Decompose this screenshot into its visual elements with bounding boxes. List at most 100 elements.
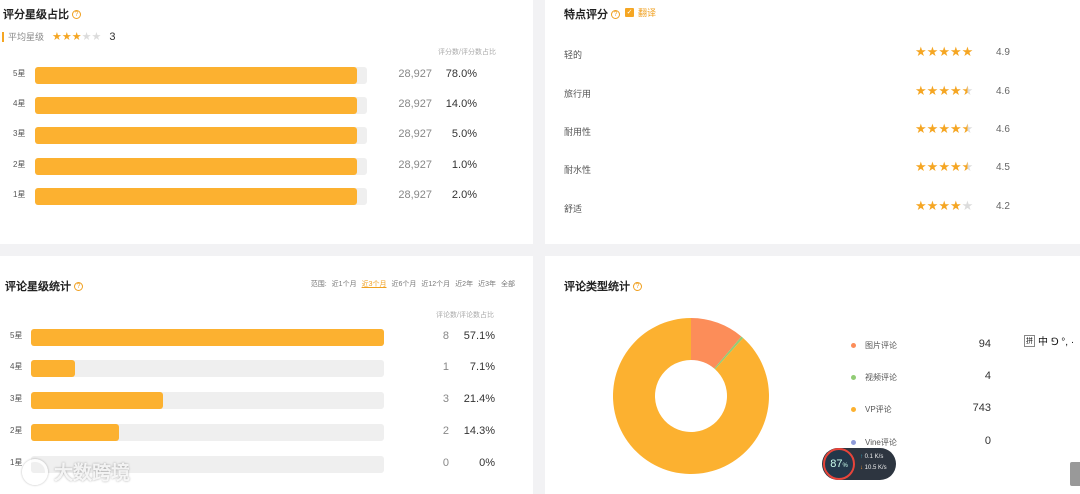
legend-dot-icon xyxy=(851,440,856,445)
rating-percent: 5.0% xyxy=(451,128,477,140)
feature-stars: ★★★★★ xyxy=(915,44,973,60)
accent-marker xyxy=(2,31,4,42)
feature-row: 轻的 ★★★★★ 4.9 xyxy=(545,44,1080,64)
legend-name: Vine评论 xyxy=(865,438,897,447)
star-empty-icon: ★ xyxy=(91,31,102,43)
rating-bar-fill xyxy=(35,97,358,114)
feature-stars: ★★★★★ xyxy=(915,198,973,214)
feature-name: 旅行用 xyxy=(564,89,592,99)
star-empty-icon: ★ xyxy=(81,31,92,43)
speed-ring: 87% xyxy=(823,448,855,480)
help-icon[interactable]: ? xyxy=(72,10,81,19)
rating-bar-track xyxy=(35,127,367,144)
range-option[interactable]: 全部 xyxy=(501,281,515,288)
legend-item[interactable]: VP评论 743 xyxy=(851,402,991,417)
rating-count: 28,927 xyxy=(398,128,432,140)
feature-score: 4.5 xyxy=(996,162,1010,173)
star-filled-icon: ★ xyxy=(949,44,962,59)
feature-score: 4.6 xyxy=(996,124,1010,135)
average-rating: 平均星级 ★★★★★ 3 xyxy=(2,30,116,43)
star-filled-icon: ★ xyxy=(961,44,974,59)
legend-value: 94 xyxy=(978,338,991,350)
star-filled-icon: ★ xyxy=(938,121,950,136)
review-count: 2 xyxy=(442,425,449,437)
review-count: 0 xyxy=(442,457,449,469)
average-rating-label: 平均星级 xyxy=(8,32,45,42)
range-option[interactable]: 近3年 xyxy=(478,281,496,288)
speed-unit: % xyxy=(842,463,848,469)
rating-bar-fill xyxy=(35,127,358,144)
review-bar-track xyxy=(31,424,384,441)
legend-dot-icon xyxy=(851,343,856,348)
network-speed-widget[interactable]: 87% ↑ 0.1 K/s ↓ 10.5 K/s xyxy=(822,448,896,480)
range-option[interactable]: 近6个月 xyxy=(391,281,417,288)
review-bar-track xyxy=(31,392,384,409)
review-row: 2星 2 14.3% xyxy=(0,422,533,442)
upload-speed: ↑ 0.1 K/s xyxy=(860,454,884,460)
star-filled-icon: ★ xyxy=(61,31,72,43)
range-option[interactable]: 近1个月 xyxy=(331,281,357,288)
feature-row: 旅行用 ★★★★★ 4.6 xyxy=(545,83,1080,103)
star-filled-icon: ★ xyxy=(915,198,927,213)
review-type-title: 评论类型统计? xyxy=(564,278,642,294)
star-level-label: 4星 xyxy=(10,362,23,371)
ime-mode-box: 拼 xyxy=(1024,334,1035,347)
range-option[interactable]: 近2年 xyxy=(455,281,474,288)
feature-name: 舒适 xyxy=(564,204,583,214)
rating-row: 5星 28,927 78.0% xyxy=(0,65,533,85)
average-stars: ★★★★★ xyxy=(52,30,101,43)
rating-row: 4星 28,927 14.0% xyxy=(0,95,533,115)
star-filled-icon: ★ xyxy=(938,44,950,59)
legend-name: 视频评论 xyxy=(865,373,897,382)
translate-checkbox[interactable]: ✓ 翻译 xyxy=(625,6,656,19)
help-icon[interactable]: ? xyxy=(633,282,642,291)
star-filled-icon: ★ xyxy=(938,83,950,98)
legend-item[interactable]: Vine评论 0 xyxy=(851,435,991,450)
rating-bar-fill xyxy=(35,188,358,205)
column-header: 评分数/评分数占比 xyxy=(438,49,496,56)
ime-text: 中 ⅁ °, · xyxy=(1038,337,1075,348)
review-count: 1 xyxy=(442,361,449,373)
rating-count: 28,927 xyxy=(398,68,432,80)
help-icon[interactable]: ? xyxy=(74,282,83,291)
review-row: 3星 3 21.4% xyxy=(0,390,533,410)
help-icon[interactable]: ? xyxy=(611,10,620,19)
feature-row: 耐水性 ★★★★★ 4.5 xyxy=(545,159,1080,179)
checkmark-icon: ✓ xyxy=(625,8,634,17)
star-level-label: 5星 xyxy=(13,69,26,78)
review-count: 3 xyxy=(442,393,449,405)
rating-distribution-panel: 评分星级占比? 平均星级 ★★★★★ 3 评分数/评分数占比 5星 28,927… xyxy=(0,0,533,244)
legend-name: 图片评论 xyxy=(865,341,897,350)
rating-percent: 1.0% xyxy=(451,159,477,171)
feature-stars: ★★★★★ xyxy=(915,121,973,137)
rating-row: 1星 28,927 2.0% xyxy=(0,186,533,206)
review-stats-title: 评论星级统计? xyxy=(5,278,83,294)
range-option[interactable]: 近3个月 xyxy=(361,281,387,288)
donut-slice-0[interactable] xyxy=(691,318,742,369)
star-filled-icon: ★ xyxy=(926,121,939,136)
range-option[interactable]: 近12个月 xyxy=(421,281,451,288)
rating-panel-title: 评分星级占比? xyxy=(3,6,81,22)
ime-toolbar[interactable]: 拼 中 ⅁ °, · xyxy=(1024,333,1074,348)
upload-arrow-icon: ↑ xyxy=(860,454,863,460)
legend-dot-icon xyxy=(851,407,856,412)
legend-item[interactable]: 图片评论 94 xyxy=(851,338,991,353)
review-percent: 57.1% xyxy=(463,330,495,342)
feature-name: 耐水性 xyxy=(564,165,592,175)
side-scroll-button[interactable] xyxy=(1070,462,1080,486)
feature-name: 耐用性 xyxy=(564,127,592,137)
translate-label: 翻译 xyxy=(638,8,657,18)
feature-stars: ★★★★★ xyxy=(915,83,973,99)
donut-slice-1[interactable] xyxy=(714,336,744,370)
download-arrow-icon: ↓ xyxy=(860,465,863,471)
legend-item[interactable]: 视频评论 4 xyxy=(851,370,991,385)
donut-slice-2[interactable] xyxy=(613,318,769,474)
star-half-icon: ★ xyxy=(961,83,974,98)
review-bar-track xyxy=(31,360,384,377)
star-level-label: 2星 xyxy=(10,426,23,435)
review-row: 1星 0 0% xyxy=(0,454,533,474)
review-percent: 14.3% xyxy=(463,425,495,437)
review-bar-track xyxy=(31,456,384,473)
star-filled-icon: ★ xyxy=(949,83,962,98)
review-bar-track xyxy=(31,329,384,346)
